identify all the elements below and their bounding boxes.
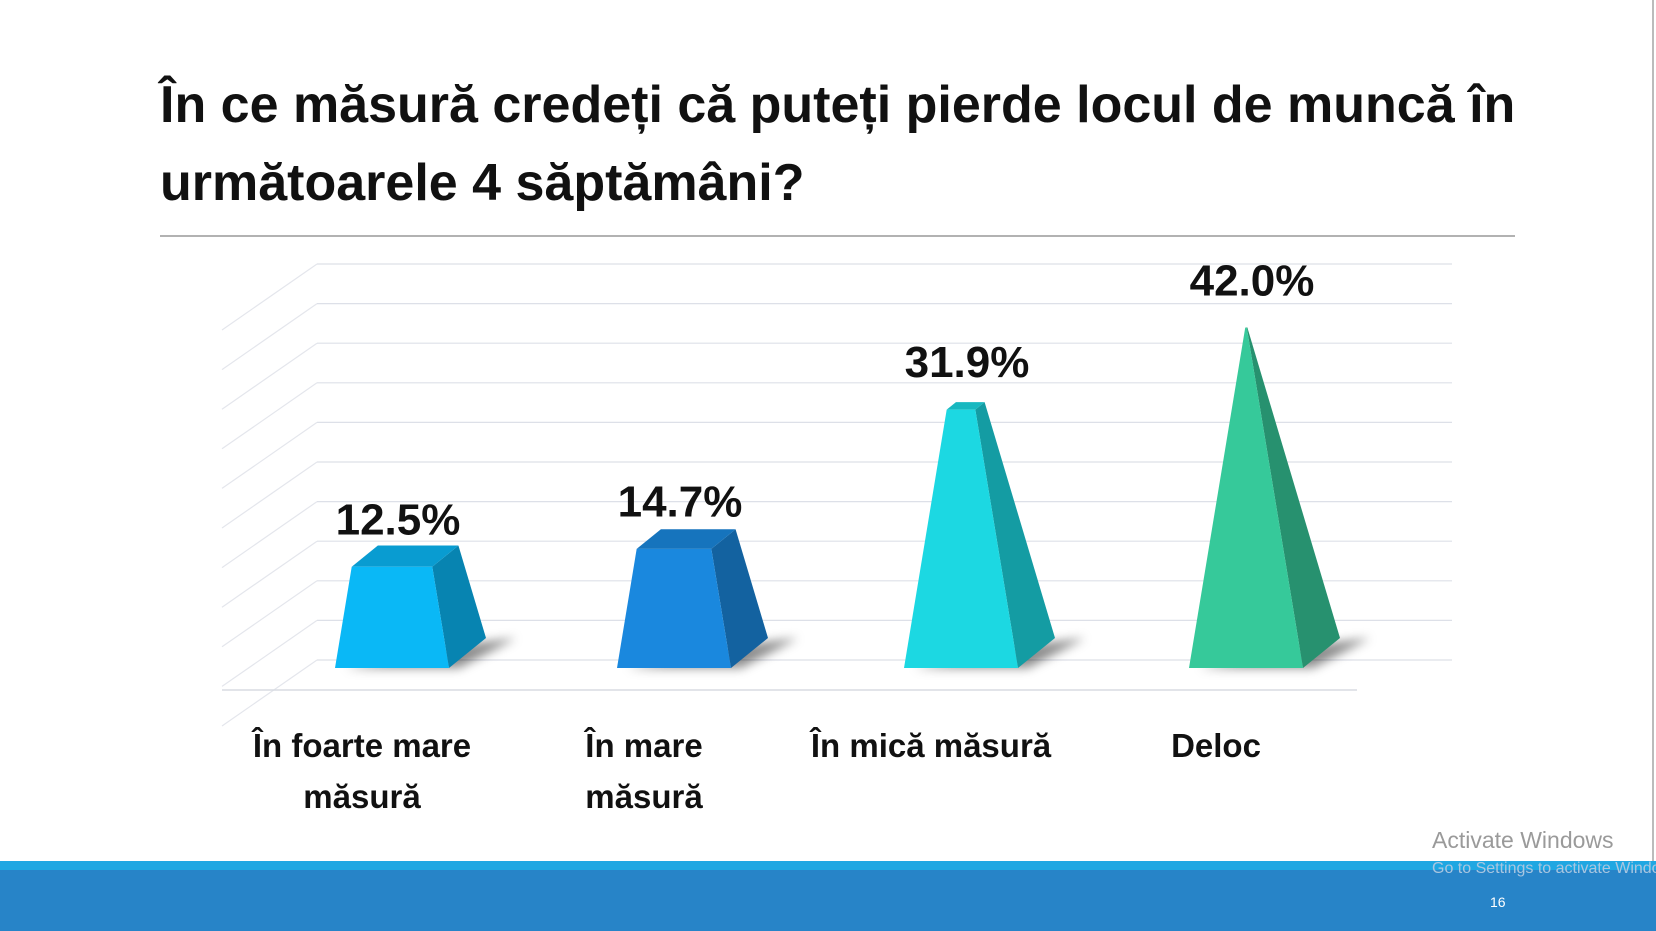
wall-diagonal (221, 619, 318, 687)
bar (335, 566, 449, 668)
wall-diagonal (221, 382, 318, 450)
wall-diagonal (221, 342, 318, 410)
bar (1189, 327, 1303, 668)
bar-side (711, 529, 768, 668)
wall-diagonal (221, 580, 318, 648)
watermark-title: Activate Windows (1432, 827, 1614, 853)
slide-number: 16 (1490, 894, 1506, 910)
category-label: În mică măsură (810, 727, 1052, 764)
wall-diagonal (221, 263, 318, 331)
value-label: 42.0% (1190, 256, 1315, 305)
chart-title: În ce măsură credeți că puteți pierde lo… (160, 76, 1516, 212)
bar-top (636, 529, 736, 549)
watermark-subtitle: Go to Settings to activate Windows. (1432, 860, 1656, 877)
wall-diagonal (221, 659, 318, 727)
footer-bar (0, 870, 1656, 931)
bar-side (1246, 327, 1340, 668)
footer-stripe (0, 861, 1656, 871)
plot: 12.5% 14.7% 31.9% 42.0% (335, 256, 1370, 668)
category-label: În foarte mare măsură (252, 727, 472, 815)
wall-diagonal (221, 501, 318, 569)
bar-top (946, 402, 985, 410)
bar (904, 409, 1018, 668)
category-label: Deloc (1171, 727, 1261, 764)
wall-diagonal (221, 421, 318, 489)
value-label: 31.9% (905, 338, 1030, 387)
value-label: 12.5% (336, 495, 461, 544)
bar-top (351, 545, 459, 567)
category-label: În mare măsură (585, 727, 703, 815)
bar (617, 548, 731, 668)
bar-side (975, 402, 1055, 668)
wall-diagonal (221, 540, 318, 608)
wall-diagonal (221, 303, 318, 371)
wall-diagonal (221, 461, 318, 529)
bar-side (432, 545, 486, 668)
value-label: 14.7% (618, 478, 743, 527)
